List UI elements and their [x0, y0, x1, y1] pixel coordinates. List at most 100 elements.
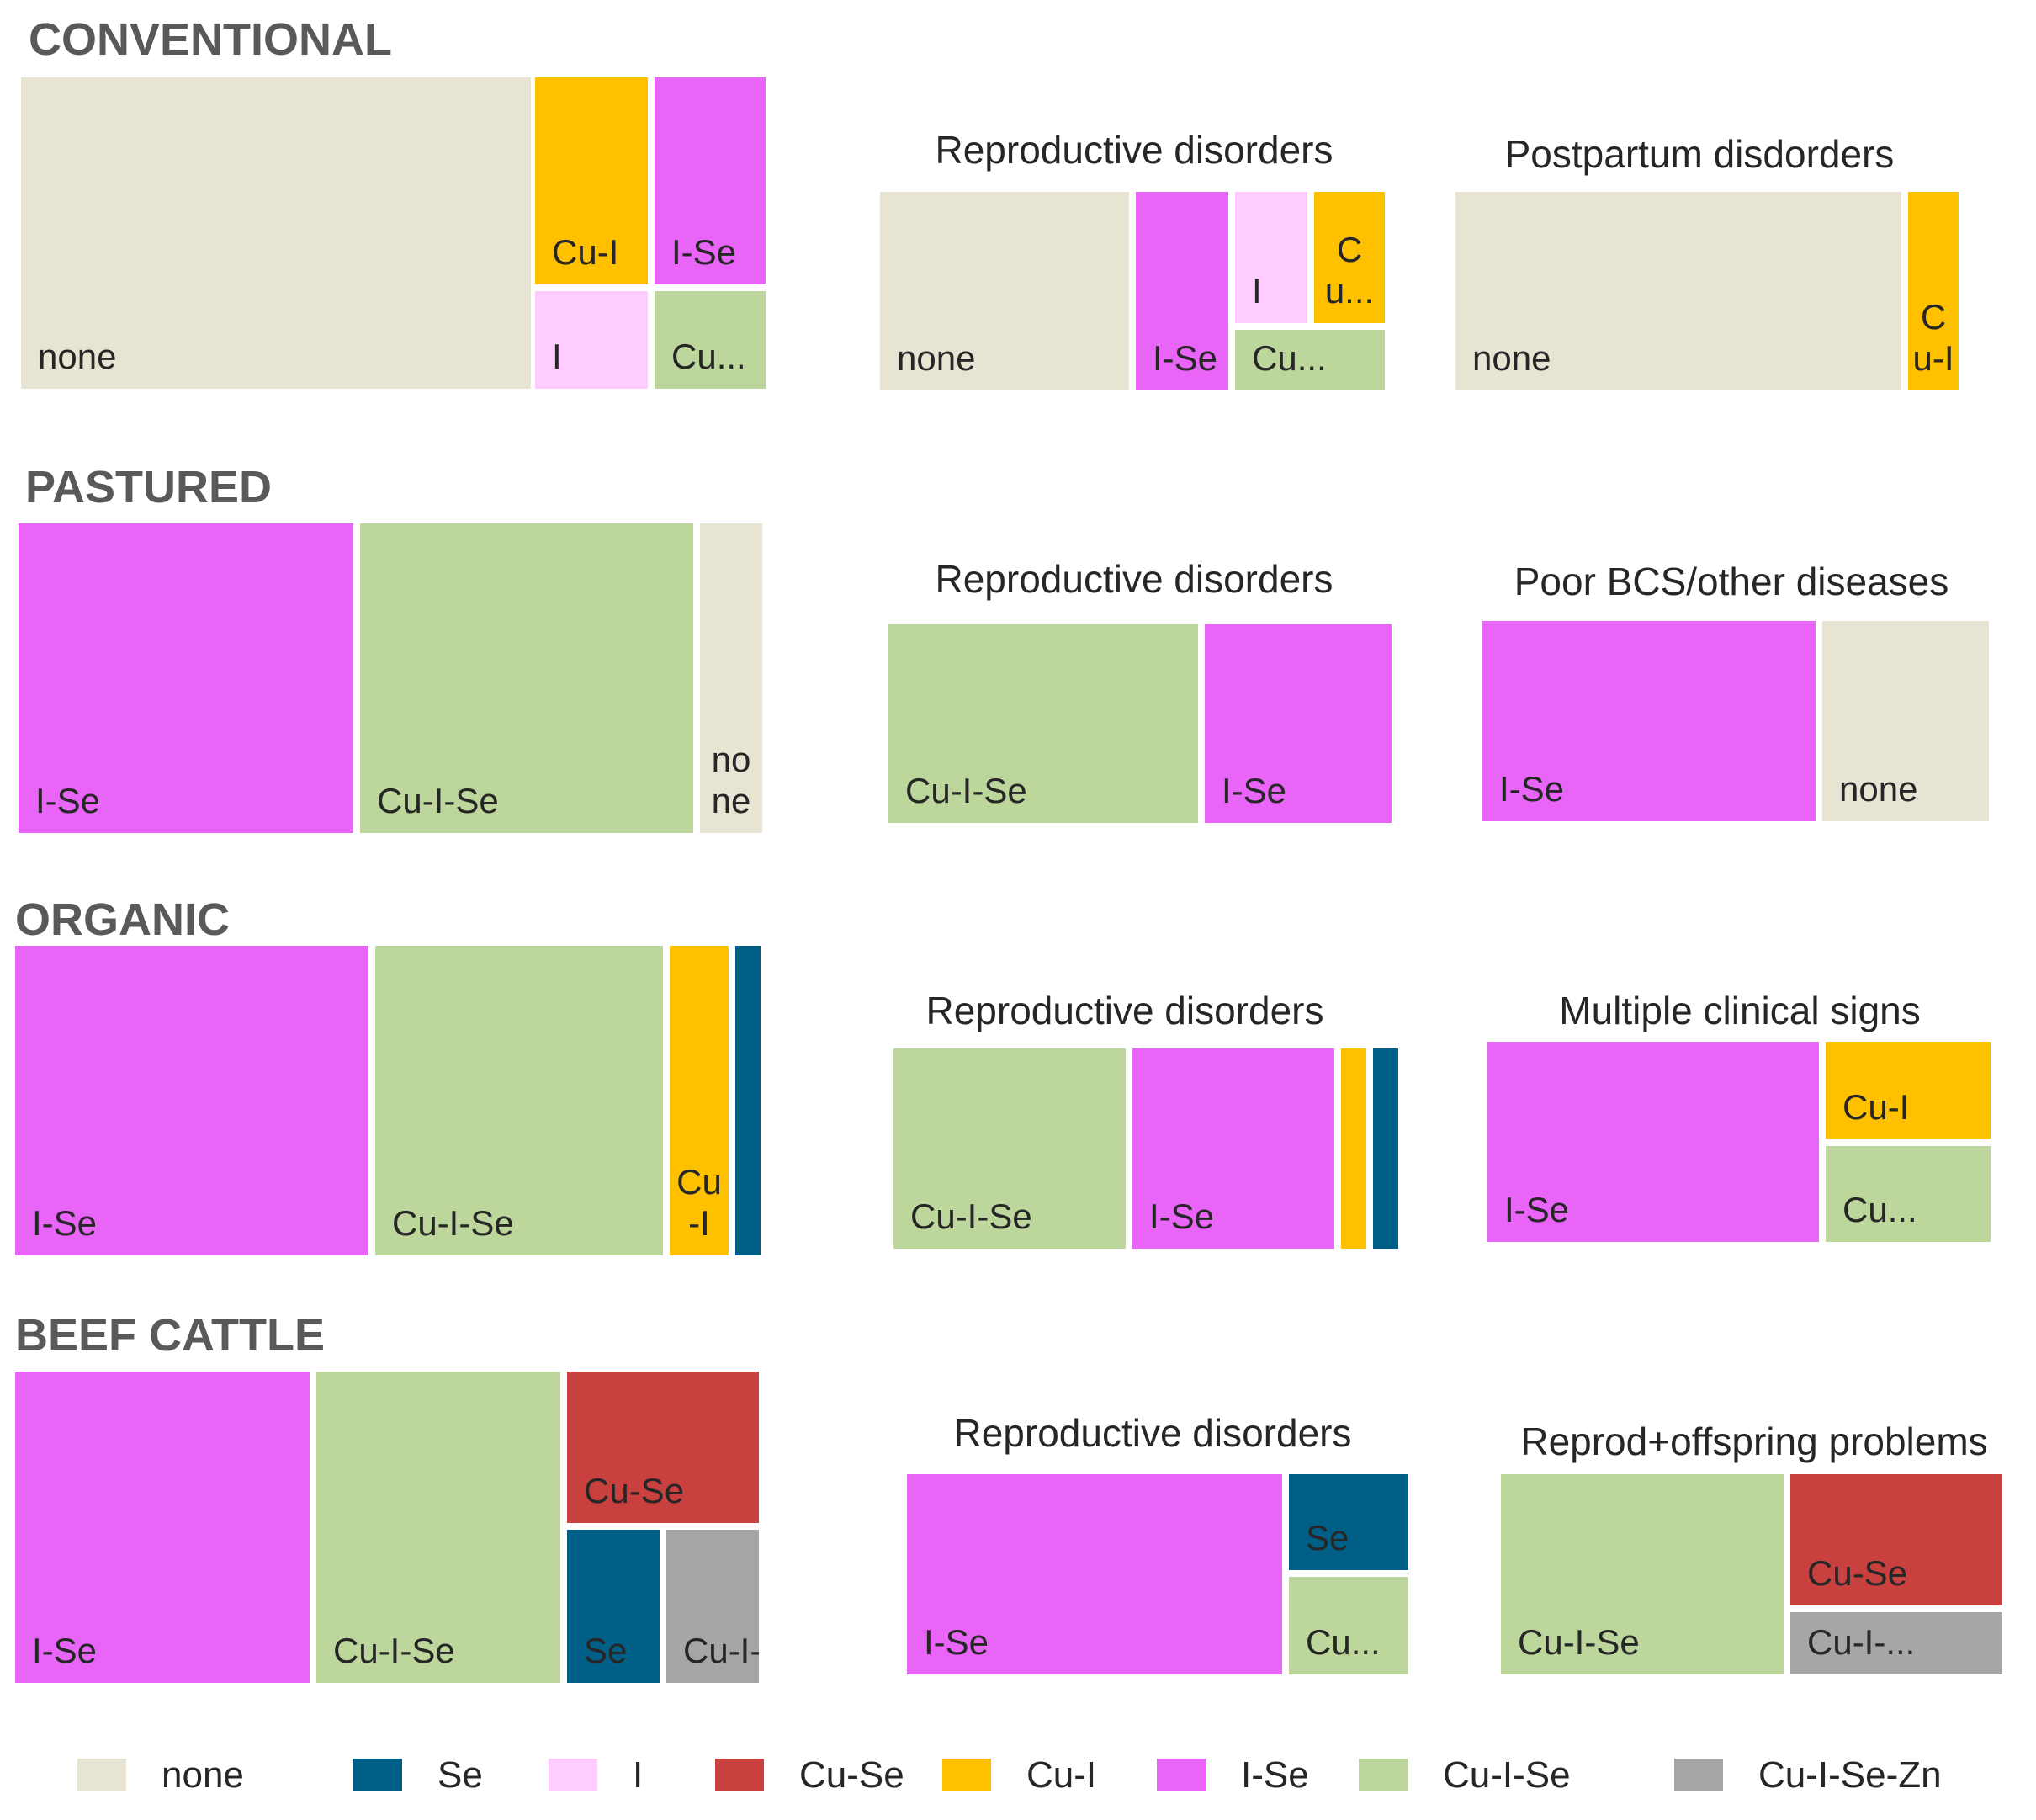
- treemap-cell-label: Cu-I-Se: [333, 1630, 455, 1670]
- treemap-cell-label: I: [552, 336, 562, 376]
- treemap-cell-i-se: I-Se: [655, 77, 766, 284]
- legend-swatch: [77, 1759, 126, 1791]
- treemap-cell-label: I-Se: [671, 231, 737, 272]
- treemap-cell-none: none: [1455, 192, 1901, 390]
- treemap-cell-label: Cu-I: [1842, 1086, 1910, 1127]
- treemap-cell-cu-i-se: Cu...: [1235, 330, 1385, 390]
- treemap-cell-label: none: [897, 337, 976, 378]
- group-title-organic: ORGANIC: [15, 894, 230, 945]
- treemap-cell-label: I-Se: [1504, 1189, 1570, 1229]
- treemap-cell-cu-i: Cu-I: [1826, 1042, 1991, 1139]
- treemap-cell-none: none: [700, 523, 762, 833]
- chart-title: Reproductive disorders: [935, 128, 1333, 172]
- treemap-cell-label: I-Se: [32, 1202, 98, 1243]
- treemap-cell-cu-i-se: Cu...: [655, 291, 766, 389]
- legend-swatch: [1157, 1759, 1206, 1791]
- legend-label: I-Se: [1241, 1754, 1309, 1796]
- treemap-cell-cu-i: Cu-I: [1908, 192, 1959, 390]
- treemap-cell-cu-i: Cu...: [1314, 192, 1385, 323]
- legend-swatch: [1359, 1759, 1408, 1791]
- chart-title: Reproductive disorders: [953, 1411, 1352, 1455]
- chart-title: Poor BCS/other diseases: [1514, 560, 1949, 603]
- legend-swatch: [715, 1759, 764, 1791]
- legend-swatch: [942, 1759, 991, 1791]
- treemap-cell-i-se: I-Se: [15, 946, 368, 1255]
- treemap-cell-label: none: [711, 740, 751, 820]
- treemap-cell-se: [735, 946, 761, 1255]
- treemap-cell-cu-i: Cu-I: [670, 946, 729, 1255]
- treemap-cell-se: Se: [1289, 1474, 1408, 1570]
- treemap-cell-i-se: I-Se: [1205, 624, 1392, 823]
- treemap-cell-none: none: [880, 192, 1129, 390]
- treemap-cell-i-se: I-Se: [1482, 621, 1816, 821]
- treemap-cell-cu-i-se: Cu-I-Se: [360, 523, 693, 833]
- treemap-cell-cu-i-se: Cu-I-Se: [316, 1372, 560, 1683]
- treemap-cell-label: I: [1252, 270, 1262, 310]
- treemap-cell-label: Cu-I: [1912, 297, 1954, 378]
- treemap-cell-i-se: I-Se: [907, 1474, 1282, 1674]
- treemap-cell-i-se: I-Se: [15, 1372, 310, 1683]
- legend-label: Cu-I-Se: [1443, 1754, 1571, 1796]
- treemap-cell-label: I-Se: [32, 1630, 98, 1670]
- treemap-cell-cu-i-se: Cu-I-Se: [1501, 1474, 1784, 1674]
- treemap-cell-label: Cu-I: [676, 1162, 722, 1243]
- group-title-conventional: CONVENTIONAL: [29, 14, 392, 65]
- treemap-cell-label: Cu-Se: [584, 1470, 685, 1510]
- treemap-cell-i-se: I-Se: [1487, 1042, 1819, 1242]
- treemap-cell-label: Cu...: [1252, 337, 1327, 378]
- treemap-cell-se: Se: [567, 1530, 660, 1683]
- treemap-cell-label: Cu...: [671, 336, 746, 376]
- treemap-cell-cu-i-se: Cu...: [1826, 1146, 1991, 1242]
- treemap-cell-none: none: [21, 77, 531, 389]
- chart-title: Reproductive disorders: [935, 557, 1333, 601]
- treemap-cell-label: I-Se: [35, 780, 101, 820]
- treemap-cell-label: Cu-I-Se: [392, 1202, 514, 1243]
- treemap-cell-label: Cu-I-Se: [377, 780, 499, 820]
- treemap-cell-label: Se: [584, 1630, 628, 1670]
- treemap-cell-cu-i: Cu-I: [535, 77, 648, 284]
- treemap-cell-label: none: [38, 336, 117, 376]
- treemap-cell-label: Cu...: [1842, 1189, 1917, 1229]
- treemap-cell-cu-i-se: Cu-I-Se: [888, 624, 1198, 823]
- treemap-cell-label: Cu-I-Se: [1518, 1621, 1640, 1662]
- treemap-cell-label: Cu...: [1306, 1621, 1381, 1662]
- legend-label: Cu-I-Se-Zn: [1758, 1754, 1942, 1796]
- treemap-cell-label: Cu-I-...: [1807, 1621, 1916, 1662]
- legend-swatch: [549, 1759, 597, 1791]
- chart-title: Multiple clinical signs: [1559, 989, 1921, 1032]
- legend-label: Cu-Se: [799, 1754, 904, 1796]
- treemap-cell-label: I-Se: [924, 1621, 989, 1662]
- legend-swatch: [353, 1759, 402, 1791]
- treemap-cell-label: none: [1472, 337, 1551, 378]
- treemap-cell-label: none: [1839, 768, 1918, 809]
- treemap-cell-none: none: [1822, 621, 1989, 821]
- treemap-cell-label: I-Se: [1222, 770, 1287, 810]
- treemap-cell-i-se: I-Se: [1132, 1048, 1334, 1249]
- treemap-cell-label: Cu-I-Se: [905, 770, 1027, 810]
- legend-label: I: [633, 1754, 644, 1796]
- treemap-cell-label: Cu-Se: [1807, 1552, 1908, 1593]
- treemap-cell-label: Se: [1306, 1517, 1349, 1557]
- treemap-cell-i: I: [1235, 192, 1307, 323]
- treemap-cell-label: Cu...: [1324, 230, 1375, 310]
- treemap-cell-label: I-Se: [1149, 1196, 1215, 1236]
- treemap-cell-label: I-Se: [1499, 768, 1565, 809]
- treemap-cell-cu-i-se: Cu-I-Se: [893, 1048, 1126, 1249]
- treemap-cell-label: I-Se: [1153, 337, 1218, 378]
- legend-label: Cu-I: [1026, 1754, 1097, 1796]
- group-title-beef-cattle: BEEF CATTLE: [15, 1310, 325, 1361]
- legend-label: none: [162, 1754, 244, 1796]
- treemap-cell-cu-i-se: Cu-I-Se: [375, 946, 663, 1255]
- treemap-cell-cu-i-se-zn: Cu-I-...: [1790, 1612, 2002, 1674]
- group-title-pastured: PASTURED: [25, 462, 273, 512]
- treemap-cell-label: Cu-I-...: [683, 1630, 759, 1670]
- treemap-cell-i-se: I-Se: [19, 523, 353, 833]
- chart-title: Reproductive disorders: [925, 989, 1324, 1032]
- legend: none Se I Cu-Se Cu-I I-Se Cu-I-Se Cu-I-Se-Zn: [0, 1742, 2036, 1809]
- treemap-cell-se: [1373, 1048, 1398, 1249]
- legend-swatch: [1674, 1759, 1723, 1791]
- chart-title: Postpartum disdorders: [1504, 132, 1895, 176]
- treemap-cell-i: I: [535, 291, 648, 389]
- treemap-cell-cu-se: Cu-Se: [1790, 1474, 2002, 1605]
